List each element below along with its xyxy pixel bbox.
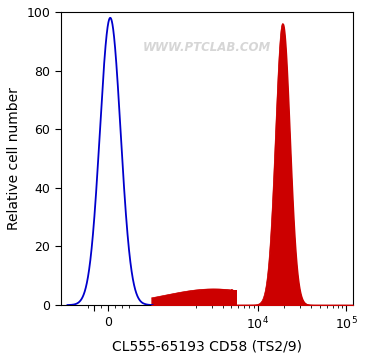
Text: WWW.PTCLAB.COM: WWW.PTCLAB.COM xyxy=(143,41,271,54)
Y-axis label: Relative cell number: Relative cell number xyxy=(7,87,21,230)
X-axis label: CL555-65193 CD58 (TS2/9): CL555-65193 CD58 (TS2/9) xyxy=(112,339,302,353)
